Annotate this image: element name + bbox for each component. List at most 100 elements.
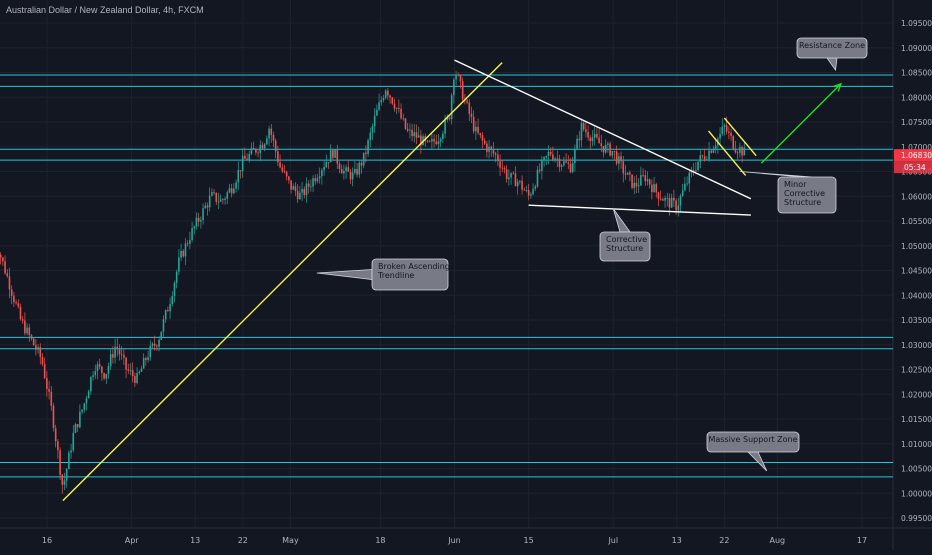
candle-body: [574, 149, 576, 163]
candle-body: [416, 132, 418, 137]
candle-body: [609, 143, 611, 155]
candle-body: [429, 141, 431, 142]
candle-body: [730, 133, 732, 136]
candle-body: [530, 194, 532, 195]
candle-body: [105, 374, 107, 379]
candle-body: [259, 145, 261, 153]
candle-body: [651, 185, 653, 192]
candle-body: [165, 310, 167, 319]
candle-body: [77, 424, 79, 427]
candle-body: [497, 155, 499, 161]
candle-body: [292, 186, 294, 189]
candle-body: [24, 321, 26, 334]
candle-body: [53, 406, 55, 428]
candle-body: [726, 125, 728, 131]
candle-body: [572, 163, 574, 172]
candle-body: [0, 255, 1, 258]
candle-body: [387, 91, 389, 96]
candle-body: [543, 157, 545, 160]
candle-body: [728, 132, 730, 133]
candle-body: [669, 198, 671, 208]
y-axis-tick-labels: 1.095001.090001.085001.080001.075001.070…: [901, 19, 932, 523]
candle-body: [75, 424, 77, 433]
candle-body: [17, 303, 19, 306]
y-tick-label: 1.03500: [901, 316, 932, 325]
candle-body: [42, 357, 44, 364]
candle-body: [284, 171, 286, 172]
candle-body: [158, 340, 160, 347]
candle-body: [380, 100, 382, 102]
candle-body: [642, 175, 644, 176]
candle-body: [537, 170, 539, 187]
candle-body: [475, 127, 477, 131]
candle-body: [44, 364, 46, 378]
candle-body: [281, 167, 283, 171]
candle-body: [444, 120, 446, 134]
candle-body: [596, 134, 598, 138]
candle-body: [526, 190, 528, 191]
candle-body: [372, 126, 374, 132]
callout-text-line: Broken Ascending: [378, 262, 450, 271]
candle-body: [598, 138, 600, 144]
candle-body: [112, 354, 114, 358]
candle-body: [48, 389, 50, 392]
candle-body: [490, 147, 492, 149]
candle-body: [55, 428, 57, 441]
candle-body: [182, 251, 184, 256]
candle-body: [389, 96, 391, 98]
candle-body: [20, 307, 22, 320]
candle-body: [466, 101, 468, 103]
last-price-tag: 1.0683005:34: [894, 149, 932, 173]
y-tick-label: 1.02000: [901, 390, 932, 399]
candle-body: [297, 191, 299, 199]
candle-body: [209, 196, 211, 208]
candle-body: [442, 134, 444, 140]
candle-body: [215, 193, 217, 202]
candle-body: [578, 139, 580, 140]
candle-body: [268, 129, 270, 139]
candle-body: [163, 319, 165, 331]
candle-body: [88, 391, 90, 398]
candle-body: [46, 378, 48, 389]
x-tick-label: May: [282, 536, 299, 545]
candle-body: [149, 346, 151, 357]
candle-body: [618, 156, 620, 163]
candle-body: [567, 163, 569, 164]
candle-body: [671, 198, 673, 208]
candle-body: [28, 327, 30, 335]
candle-body: [273, 135, 275, 141]
candle-body: [710, 151, 712, 153]
candle-body: [488, 147, 490, 152]
candle-body: [134, 376, 136, 383]
candle-body: [695, 170, 697, 171]
candle-body: [479, 133, 481, 135]
callout-text-line: Structure: [784, 198, 821, 207]
candle-body: [658, 192, 660, 199]
candle-body: [59, 450, 61, 474]
candle-body: [697, 162, 699, 170]
callout-text: Massive Support Zone: [708, 435, 797, 444]
candle-body: [611, 151, 613, 155]
candle-body: [418, 135, 420, 137]
candle-body: [229, 188, 231, 192]
candle-body: [473, 117, 475, 131]
candle-body: [407, 129, 409, 131]
candle-body: [677, 206, 679, 211]
candle-body: [607, 143, 609, 144]
candle-body: [334, 150, 336, 158]
candle-body: [66, 469, 68, 480]
candle-body: [495, 153, 497, 154]
candle-body: [130, 370, 132, 371]
candle-body: [145, 358, 147, 360]
callout-text: Corrective Structure: [606, 235, 647, 253]
countdown-value: 05:34: [904, 163, 926, 172]
candle-body: [251, 148, 253, 154]
candle-body: [699, 155, 701, 161]
candle-body: [724, 125, 726, 127]
candle-body: [321, 170, 323, 176]
candle-body: [79, 412, 81, 427]
candle-body: [385, 91, 387, 98]
candle-body: [440, 139, 442, 141]
